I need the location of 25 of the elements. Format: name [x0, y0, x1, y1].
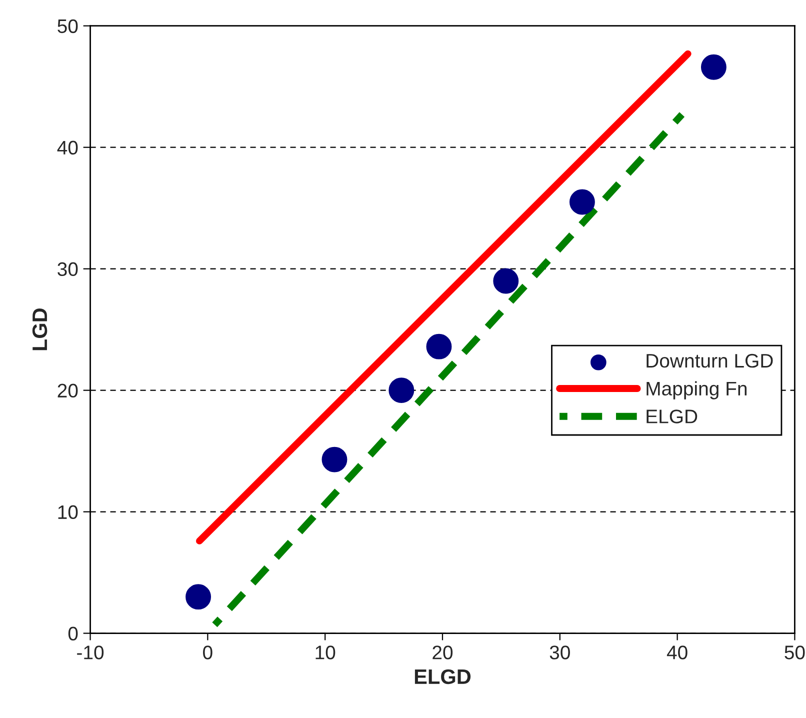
y-tick-label: 40 [57, 140, 78, 155]
point [322, 446, 348, 472]
x-tick-label: 30 [550, 646, 570, 660]
point [186, 584, 212, 610]
x-tick-label: -10 [77, 646, 104, 660]
x-tick-label: 20 [432, 646, 453, 660]
legend-label: ELGD [646, 410, 698, 424]
y-tick-label: 50 [58, 19, 78, 34]
point [700, 54, 726, 80]
point [426, 334, 452, 360]
legend-label: Mapping Fn [646, 381, 747, 400]
x-tick-label: 0 [203, 646, 212, 660]
point [569, 189, 595, 215]
y-tick-label: 20 [58, 384, 78, 398]
legend-label: Downturn LGD [646, 354, 773, 368]
y-tick-label: 0 [68, 626, 78, 641]
y-axis-title: LGD [32, 308, 48, 350]
x-axis-title: ELGD [414, 669, 471, 684]
x-tick-label: 10 [316, 646, 336, 660]
point [388, 378, 414, 404]
point [493, 268, 519, 294]
y-tick-label: 10 [58, 505, 78, 520]
x-tick-label: 40 [666, 646, 688, 660]
y-tick-label: 30 [58, 262, 78, 276]
x-tick-label: 50 [784, 646, 805, 660]
